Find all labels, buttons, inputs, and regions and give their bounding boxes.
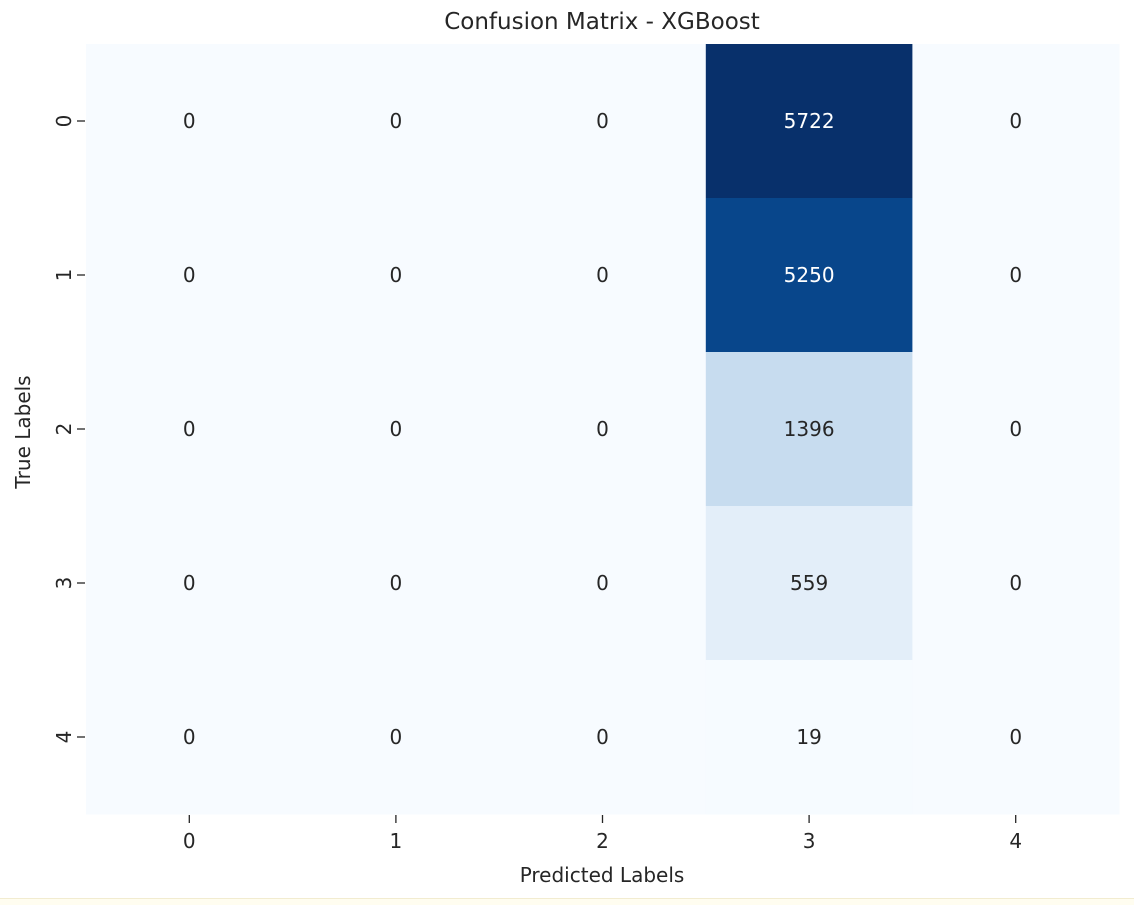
x-tick-label-1: 1 <box>390 829 403 853</box>
heatmap-cell-0-4 <box>912 44 1120 199</box>
heatmap-cell-0-3 <box>705 44 913 199</box>
chart-title: Confusion Matrix - XGBoost <box>444 9 760 35</box>
x-tick-label-3: 3 <box>803 829 816 853</box>
cell-annotation-1-4: 0 <box>1009 263 1022 287</box>
heatmap-cell-4-0 <box>86 660 294 815</box>
cell-annotation-1-2: 0 <box>596 263 609 287</box>
heatmap-cell-3-2 <box>499 506 707 661</box>
cell-annotation-3-4: 0 <box>1009 571 1022 595</box>
cell-annotation-1-1: 0 <box>390 263 403 287</box>
cell-annotation-3-3: 559 <box>790 571 828 595</box>
heatmap-cell-2-2 <box>499 352 707 507</box>
heatmap-cell-0-2 <box>499 44 707 199</box>
cell-annotation-4-1: 0 <box>390 725 403 749</box>
heatmap-cell-1-2 <box>499 198 707 353</box>
y-tick-label-1: 1 <box>52 269 76 282</box>
cell-annotation-4-4: 0 <box>1009 725 1022 749</box>
cell-annotation-0-1: 0 <box>390 109 403 133</box>
cell-annotation-4-2: 0 <box>596 725 609 749</box>
footer-strip <box>0 898 1134 905</box>
heatmap-cell-4-4 <box>912 660 1120 815</box>
heatmap-cell-3-0 <box>86 506 294 661</box>
heatmap-cell-0-0 <box>86 44 294 199</box>
cell-annotation-2-0: 0 <box>183 417 196 441</box>
heatmap-cell-0-1 <box>292 44 500 199</box>
heatmap-cell-4-1 <box>292 660 500 815</box>
x-tick-label-0: 0 <box>183 829 196 853</box>
x-axis: 0 1 2 3 4 <box>183 815 1022 853</box>
cell-annotation-2-1: 0 <box>390 417 403 441</box>
cell-annotation-0-2: 0 <box>596 109 609 133</box>
cell-annotation-3-2: 0 <box>596 571 609 595</box>
y-axis-label: True Labels <box>11 375 35 489</box>
cell-annotation-3-0: 0 <box>183 571 196 595</box>
heatmap-cell-3-4 <box>912 506 1120 661</box>
cell-annotation-2-3: 1396 <box>784 417 835 441</box>
heatmap-cell-4-2 <box>499 660 707 815</box>
y-tick-label-3: 3 <box>52 577 76 590</box>
x-tick-label-2: 2 <box>596 829 609 853</box>
heatmap-cell-3-1 <box>292 506 500 661</box>
heatmap-cell-4-3 <box>705 660 913 815</box>
heatmap-cell-3-3 <box>705 506 913 661</box>
heatmap-cell-2-1 <box>292 352 500 507</box>
cell-annotation-3-1: 0 <box>390 571 403 595</box>
heatmap-cell-1-1 <box>292 198 500 353</box>
y-axis: 0 1 2 3 4 <box>52 115 85 744</box>
heatmap-cell-1-0 <box>86 198 294 353</box>
cell-annotation-0-3: 5722 <box>784 109 835 133</box>
cell-annotation-4-0: 0 <box>183 725 196 749</box>
cell-annotation-1-3: 5250 <box>784 263 835 287</box>
cell-annotation-0-4: 0 <box>1009 109 1022 133</box>
heatmap-cell-2-3 <box>705 352 913 507</box>
heatmap-cell-1-3 <box>705 198 913 353</box>
cell-annotation-1-0: 0 <box>183 263 196 287</box>
cell-annotation-2-4: 0 <box>1009 417 1022 441</box>
cell-annotations: 0 0 0 5722 0 0 0 0 5250 0 0 0 0 1396 0 0 0 0 559 0 0 0 0 19 0 <box>183 109 1022 749</box>
y-tick-label-4: 4 <box>52 731 76 744</box>
cell-annotation-2-2: 0 <box>596 417 609 441</box>
x-axis-label: Predicted Labels <box>520 863 685 887</box>
heatmap-cell-2-0 <box>86 352 294 507</box>
y-tick-label-2: 2 <box>52 423 76 436</box>
heatmap-cell-2-4 <box>912 352 1120 507</box>
cell-annotation-4-3: 19 <box>796 725 821 749</box>
x-tick-label-4: 4 <box>1009 829 1022 853</box>
y-tick-label-0: 0 <box>52 115 76 128</box>
cell-annotation-0-0: 0 <box>183 109 196 133</box>
heatmap-cell-1-4 <box>912 198 1120 353</box>
heatmap-cells <box>86 44 1120 815</box>
